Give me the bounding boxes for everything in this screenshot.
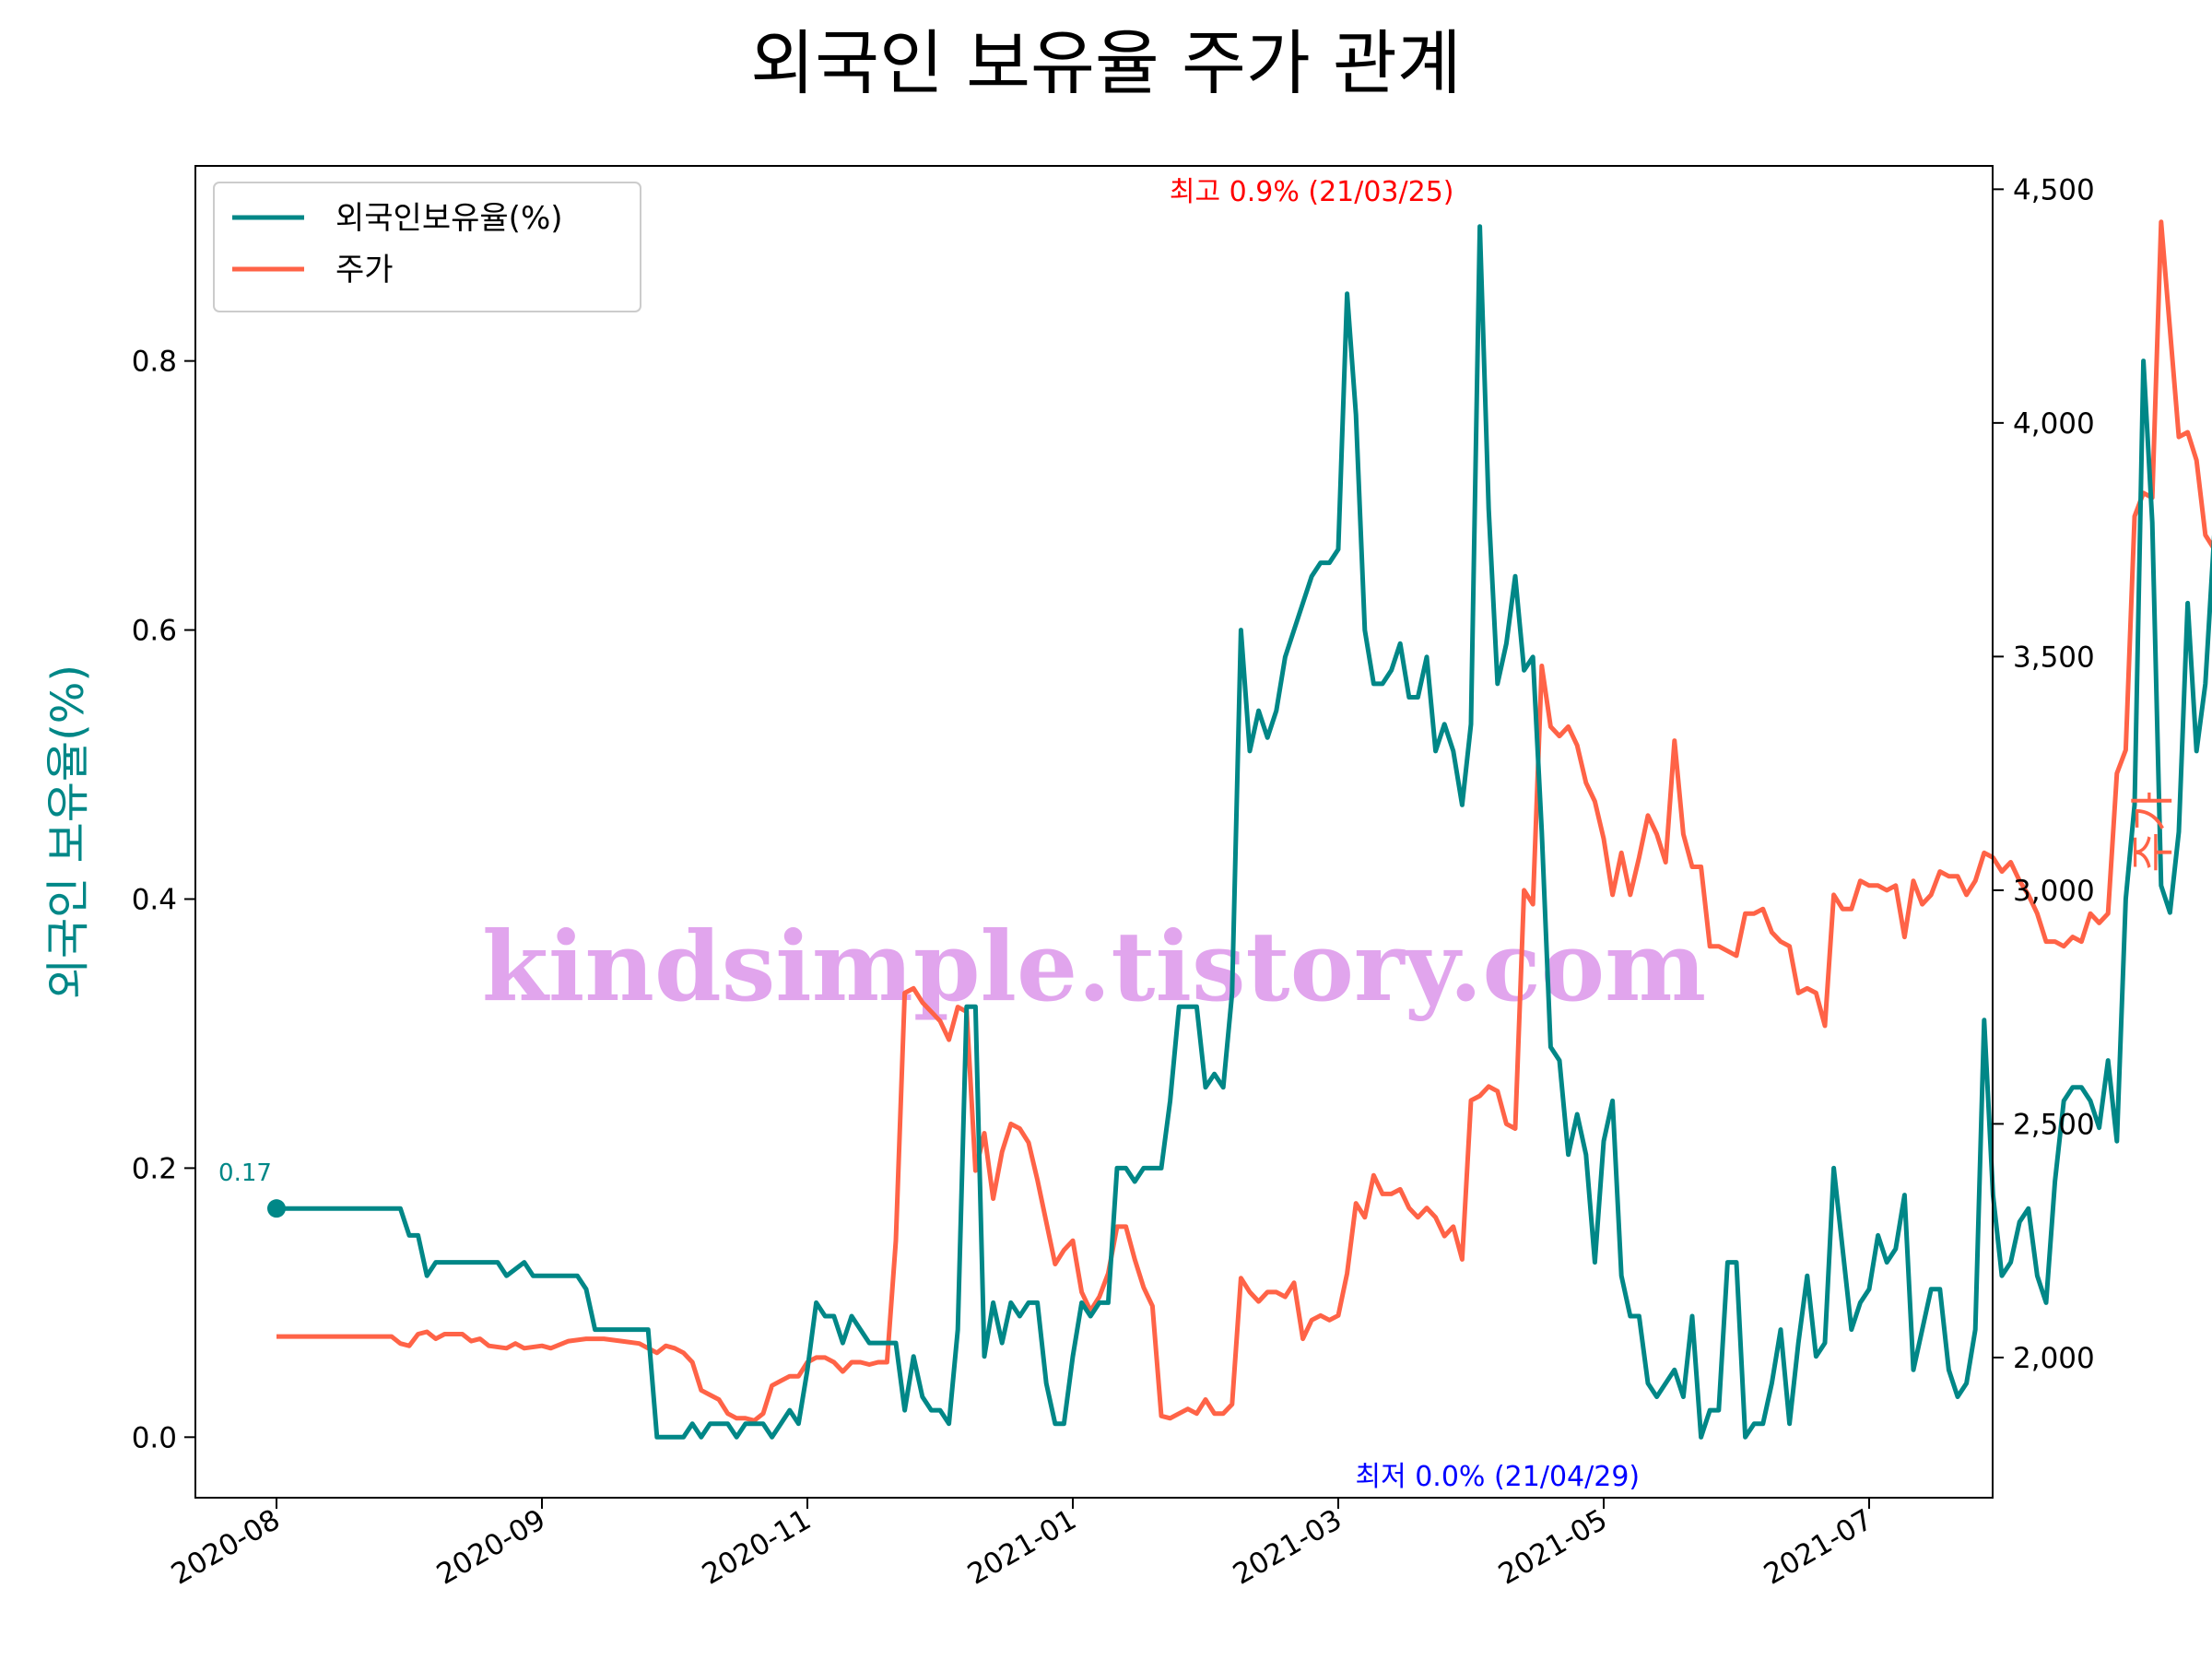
legend-label-foreign: 외국인보유율(%) xyxy=(335,200,563,237)
y2-tick-label: 4,500 xyxy=(2013,173,2095,206)
y2-tick-label: 3,000 xyxy=(2013,875,2095,908)
watermark-text: kindsimple.tistory.com xyxy=(482,910,1706,1023)
y2-axis-title: 주가 xyxy=(2127,791,2179,872)
series-line-foreign xyxy=(276,224,2212,1440)
chart-title: 외국인 보유율 주가 관계 xyxy=(750,22,1462,104)
left-y-axis: 0.0 0.2 0.4 0.6 0.8 xyxy=(132,346,195,1454)
max-annotation-prefix: 최고 xyxy=(1170,176,1230,208)
watermark-layer: kindsimple.tistory.com xyxy=(482,910,1706,1023)
right-y-axis: 2,000 2,500 3,000 3,500 4,000 4,500 xyxy=(1993,173,2095,1375)
plot-frame xyxy=(194,165,1994,1499)
max-annotation-value: 0.9% (21/03/25) xyxy=(1230,176,1454,208)
legend-label-price: 주가 xyxy=(335,252,394,288)
y-tick-label: 0.4 xyxy=(132,883,177,916)
y2-tick-label: 2,000 xyxy=(2013,1342,2095,1375)
annotations: 최고 0.9% (21/03/25) 최저 0.0% (21/04/29) 0.17… xyxy=(218,176,1640,1493)
y2-tick-label: 2,500 xyxy=(2013,1108,2095,1141)
y-axis-title: 외국인 보유율(%) xyxy=(42,665,94,999)
y-tick-label: 0.0 xyxy=(132,1421,177,1454)
min-annotation-value: 0.0% (21/04/29) xyxy=(1415,1461,1640,1493)
start-marker xyxy=(267,1199,286,1218)
y2-tick-label: 3,500 xyxy=(2013,641,2095,674)
y-tick-label: 0.8 xyxy=(132,346,177,379)
y2-tick-label: 4,000 xyxy=(2013,407,2095,441)
max-annotation: 최고 0.9% (21/03/25) xyxy=(1170,176,1454,208)
series-line-price xyxy=(276,219,2212,1423)
y-tick-label: 0.2 xyxy=(132,1152,177,1185)
y-tick-label: 0.6 xyxy=(132,615,177,648)
legend-box xyxy=(213,182,641,312)
legend: 외국인보유율(%) 주가 xyxy=(213,182,641,312)
min-annotation-prefix: 최저 xyxy=(1355,1461,1415,1493)
min-annotation: 최저 0.0% (21/04/29) xyxy=(1355,1461,1640,1493)
start-value-label: 0.17 xyxy=(218,1159,272,1187)
series-layer xyxy=(267,219,2212,1440)
